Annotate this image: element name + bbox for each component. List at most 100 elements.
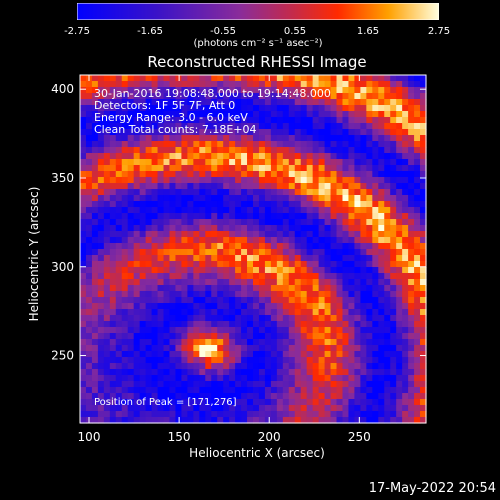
heatmap-cell xyxy=(229,387,236,394)
heatmap-cell xyxy=(151,117,159,124)
heatmap-cell xyxy=(181,111,188,118)
heatmap-cell xyxy=(312,195,320,202)
heatmap-cell xyxy=(97,111,105,118)
heatmap-cell xyxy=(306,345,314,352)
heatmap-cell xyxy=(264,273,272,280)
heatmap-cell xyxy=(115,363,123,370)
heatmap-cell xyxy=(121,183,129,190)
heatmap-cell xyxy=(330,231,338,238)
heatmap-cell xyxy=(199,339,206,346)
heatmap-cell xyxy=(241,291,248,298)
heatmap-cell xyxy=(324,141,332,148)
heatmap-cell xyxy=(378,75,385,82)
heatmap-cell xyxy=(348,165,356,172)
heatmap-cell xyxy=(199,75,206,82)
heatmap-cell xyxy=(187,393,194,400)
heatmap-cell xyxy=(408,411,415,418)
heatmap-cell xyxy=(420,345,427,352)
heatmap-cell xyxy=(175,243,183,250)
heatmap-cell xyxy=(103,255,111,262)
heatmap-cell xyxy=(396,177,403,184)
heatmap-cell xyxy=(133,315,141,322)
heatmap-cell xyxy=(235,375,242,382)
heatmap-cell xyxy=(133,243,141,250)
heatmap-cell xyxy=(336,171,344,178)
heatmap-cell xyxy=(253,207,260,214)
heatmap-cell xyxy=(241,123,248,130)
heatmap-cell xyxy=(300,303,308,310)
heatmap-cell xyxy=(312,393,320,400)
heatmap-cell xyxy=(414,93,421,100)
heatmap-cell xyxy=(205,87,212,94)
heatmap-cell xyxy=(306,189,314,196)
heatmap-cell xyxy=(402,351,409,358)
heatmap-cell xyxy=(300,183,308,190)
heatmap-cell xyxy=(306,159,314,166)
heatmap-cell xyxy=(91,369,99,376)
heatmap-cell xyxy=(205,237,212,244)
heatmap-cell xyxy=(306,369,314,376)
heatmap-cell xyxy=(85,315,93,322)
heatmap-cell xyxy=(312,219,320,226)
heatmap-cell xyxy=(372,183,379,190)
heatmap-cell xyxy=(253,339,260,346)
heatmap-cell xyxy=(115,387,123,394)
heatmap-cell xyxy=(288,351,296,358)
heatmap-cell xyxy=(396,213,403,220)
heatmap-cell xyxy=(241,219,248,226)
heatmap-cell xyxy=(306,291,314,298)
heatmap-cell xyxy=(127,363,135,370)
heatmap-cell xyxy=(366,159,373,166)
heatmap-cell xyxy=(199,195,206,202)
heatmap-cell xyxy=(306,165,314,172)
heatmap-cell xyxy=(199,285,206,292)
heatmap-cell xyxy=(223,351,230,358)
heatmap-cell xyxy=(97,201,105,208)
heatmap-cell xyxy=(193,285,200,292)
heatmap-cell xyxy=(103,249,111,256)
heatmap-cell xyxy=(241,303,248,310)
heatmap-cell xyxy=(408,135,415,142)
heatmap-cell xyxy=(324,255,332,262)
heatmap-cell xyxy=(91,261,99,268)
heatmap-cell xyxy=(211,141,218,148)
heatmap-cell xyxy=(372,315,379,322)
heatmap-cell xyxy=(258,165,266,172)
heatmap-cell xyxy=(205,303,212,310)
heatmap-cell xyxy=(366,75,373,82)
heatmap-cell xyxy=(91,207,99,214)
heatmap-cell xyxy=(193,321,200,328)
heatmap-cell xyxy=(247,291,254,298)
heatmap-cell xyxy=(366,189,373,196)
heatmap-cell xyxy=(300,309,308,316)
heatmap-cell xyxy=(276,357,284,364)
heatmap-cell xyxy=(247,117,254,124)
heatmap-cell xyxy=(324,411,332,418)
heatmap-cell xyxy=(205,153,212,160)
heatmap-cell xyxy=(342,405,350,412)
heatmap-cell xyxy=(318,111,326,118)
heatmap-cell xyxy=(163,411,171,418)
heatmap-cell xyxy=(139,345,147,352)
heatmap-cell xyxy=(241,135,248,142)
heatmap-cell xyxy=(276,381,284,388)
heatmap-cell xyxy=(169,363,177,370)
heatmap-cell xyxy=(97,369,105,376)
heatmap-cell xyxy=(85,399,93,406)
heatmap-cell xyxy=(342,297,350,304)
heatmap-cell xyxy=(414,381,421,388)
heatmap-cell xyxy=(139,81,147,88)
heatmap-cell xyxy=(330,165,338,172)
x-axis-label: Heliocentric X (arcsec) xyxy=(189,446,325,460)
heatmap-cell xyxy=(199,207,206,214)
heatmap-cell xyxy=(396,399,403,406)
heatmap-cell xyxy=(80,267,87,274)
heatmap-cell xyxy=(276,333,284,340)
heatmap-cell xyxy=(217,93,224,100)
heatmap-cell xyxy=(258,111,266,118)
heatmap-cell xyxy=(97,237,105,244)
heatmap-cell xyxy=(342,153,350,160)
heatmap-cell xyxy=(420,165,427,172)
heatmap-cell xyxy=(348,189,356,196)
heatmap-cell xyxy=(211,183,218,190)
